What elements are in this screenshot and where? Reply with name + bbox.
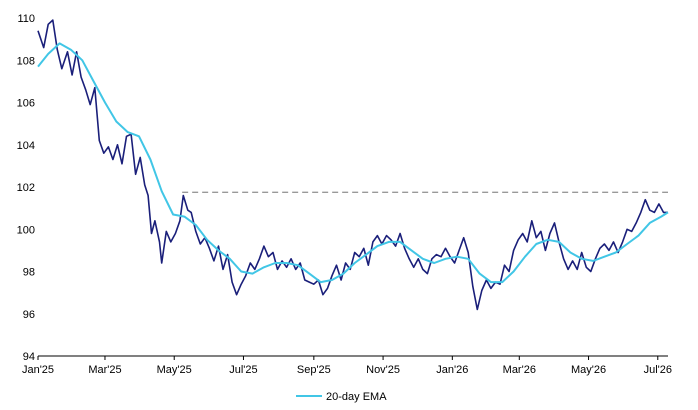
series-group	[37, 19, 669, 311]
x-tick-label: Jan'25	[22, 364, 54, 376]
y-tick-label: 104	[17, 140, 35, 152]
x-tick-label: Jan'26	[436, 364, 468, 376]
y-tick-label: 96	[23, 309, 35, 321]
x-tick-label: Mar'25	[88, 364, 121, 376]
x-tick-label: May'26	[571, 364, 606, 376]
x-tick-label: Jul'26	[644, 364, 672, 376]
x-tick-label: Sep'25	[297, 364, 331, 376]
x-tick-label: Jul'25	[229, 364, 257, 376]
price-line	[37, 19, 668, 311]
y-tick-label: 100	[17, 224, 35, 236]
y-tick-label: 106	[17, 98, 35, 110]
y-tick-label: 94	[23, 351, 35, 363]
y-tick-label: 110	[17, 13, 35, 25]
ema-line	[37, 42, 669, 284]
legend: 20-day EMA	[296, 391, 387, 403]
y-tick-label: 98	[23, 267, 35, 279]
y-tick-label: 108	[17, 55, 35, 67]
x-tick-label: Nov'25	[366, 364, 400, 376]
x-tick-label: Mar'26	[503, 364, 536, 376]
x-axis-ticks: Jan'25 Mar'25 May'25 Jul'25 Sep'25 Nov'25 Jan'…	[22, 356, 672, 376]
y-axis-ticks: 94 96 98 100 102 104 106 108 110	[17, 13, 35, 363]
x-tick-label: May'25	[157, 364, 192, 376]
y-tick-label: 102	[17, 182, 35, 194]
legend-label-ema: 20-day EMA	[326, 391, 387, 403]
